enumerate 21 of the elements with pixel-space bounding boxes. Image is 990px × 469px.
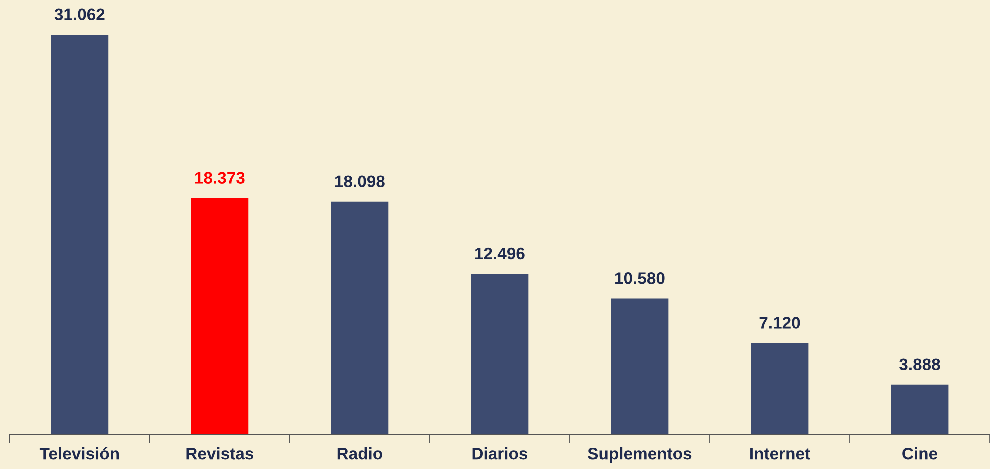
data-label: 18.373 (195, 172, 245, 184)
data-label: 18.098 (336, 176, 385, 188)
bar (191, 198, 249, 435)
x-tick-label: Cine (902, 447, 938, 460)
bar (51, 34, 109, 435)
x-tick-label: Televisión (40, 447, 120, 460)
bar (471, 274, 529, 435)
data-label: 3.888 (900, 358, 940, 371)
data-label: 12.496 (476, 248, 525, 260)
x-tick-label: Radio (338, 447, 382, 460)
data-label: 31.062 (54, 8, 105, 21)
bar (751, 343, 809, 435)
x-tick-label: Revistas (186, 447, 254, 460)
x-tick-label: Suplementos (588, 447, 692, 464)
bar (611, 298, 669, 435)
data-label: 10.580 (616, 272, 665, 284)
x-tick-label: Internet (750, 448, 810, 460)
x-tick-label: Diarios (472, 447, 528, 460)
bar (331, 202, 389, 435)
data-label: 7.120 (760, 317, 800, 329)
bar (891, 384, 949, 435)
